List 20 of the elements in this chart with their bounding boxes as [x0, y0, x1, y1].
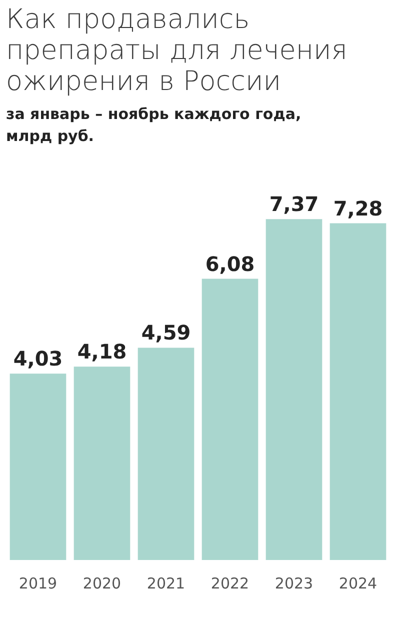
data-label: 4,59 [141, 320, 191, 345]
x-tick-label: 2020 [82, 574, 122, 592]
x-tick-label: 2021 [146, 574, 186, 592]
x-tick-label: 2024 [338, 574, 378, 592]
bar [10, 374, 66, 560]
data-label: 6,08 [205, 252, 255, 276]
data-label: 7,37 [269, 192, 319, 216]
bar [138, 348, 194, 560]
chart-subtitle: за январь – ноябрь каждого года, млрд руб. [6, 104, 302, 147]
data-label: 4,18 [77, 340, 127, 364]
data-label: 7,28 [333, 196, 383, 220]
x-tick-label: 2019 [18, 574, 58, 592]
chart-title: Как продавались препараты для лечения ожирения в России [6, 4, 348, 97]
x-tick-label: 2022 [210, 574, 250, 592]
bar [74, 366, 130, 560]
bar [330, 223, 386, 560]
data-label: 4,03 [13, 346, 63, 371]
bar [202, 278, 258, 560]
x-tick-label: 2023 [274, 574, 314, 592]
bar [266, 219, 322, 560]
